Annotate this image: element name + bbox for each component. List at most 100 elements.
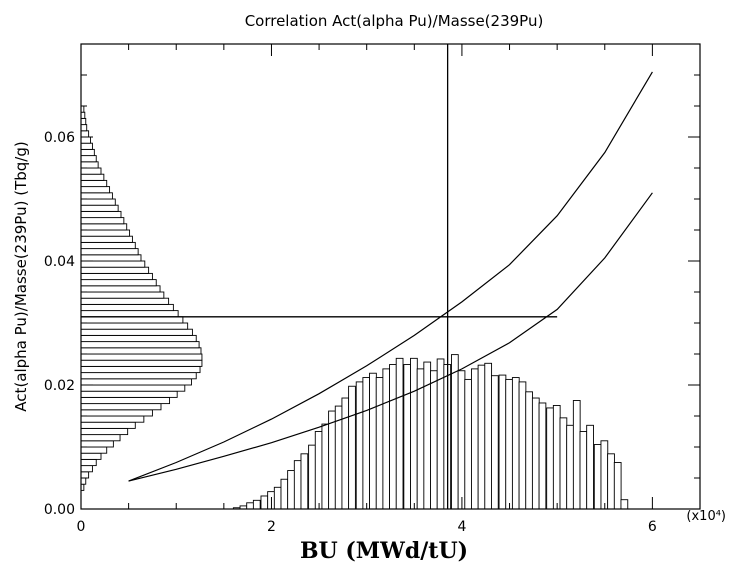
bu-histogram-bar (362, 377, 371, 510)
bu-histogram-bar (559, 417, 568, 510)
ratio-histogram-bar (80, 136, 91, 144)
bu-histogram-bar (300, 453, 309, 510)
ratio-histogram-bar (80, 434, 121, 442)
bu-histogram-bar (341, 397, 350, 510)
ratio-histogram-bar (80, 217, 125, 225)
ratio-histogram-bar (80, 297, 170, 305)
bu-histogram-bar (450, 354, 459, 510)
ratio-histogram-bar (80, 272, 153, 281)
axis-ticks: 0 2 4 6 0.00 0.02 0.04 0.06 (44, 43, 701, 535)
bu-histogram-bar (328, 410, 336, 510)
ratio-histogram-bar (80, 452, 102, 460)
ratio-histogram-bar (80, 148, 95, 157)
ratio-histogram-bar (80, 161, 99, 169)
ratio-histogram-bar (80, 365, 201, 374)
ratio-histogram-bar (80, 303, 174, 312)
bu-histogram-bar (395, 357, 404, 510)
ratio-histogram-bar (80, 179, 108, 188)
ratio-histogram-bar (80, 266, 150, 274)
ratio-histogram-bar (80, 440, 114, 448)
bu-histogram-bar (572, 400, 581, 510)
ratio-histogram-bar (80, 415, 145, 423)
bu-histogram-bar (518, 381, 527, 510)
ratio-histogram-bar (80, 279, 157, 287)
ratio-histogram-bar (80, 229, 131, 237)
ratio-histogram-bar (80, 334, 197, 343)
bu-histogram-bar (410, 357, 418, 510)
bu-histogram-bar (600, 440, 609, 510)
correlation-curve-2 (128, 192, 653, 482)
y-tick-label: 0.04 (44, 254, 75, 270)
ratio-histogram-bar (80, 260, 146, 268)
ratio-histogram-bar (80, 124, 88, 132)
ratio-histogram-bar (80, 235, 133, 243)
bu-histogram-bar (552, 405, 561, 510)
bu-histogram-bar (607, 453, 615, 510)
bu-histogram-bar (430, 370, 438, 510)
bu-histogram-bar (613, 462, 622, 510)
bu-histogram-bar (375, 377, 384, 510)
chart-title: Correlation Act(alpha Pu)/Masse(239Pu) (245, 12, 544, 30)
bu-histogram-bar (348, 385, 356, 510)
bu-histogram-bar (246, 502, 254, 510)
bu-histogram-bar (382, 368, 391, 510)
bu-histogram-bar (287, 470, 295, 510)
bu-histogram-bar (525, 391, 533, 510)
bu-histogram-bar (389, 364, 397, 510)
ratio-histogram-bar (80, 248, 139, 256)
bu-histogram-bar (260, 495, 269, 510)
x-tick-label: 4 (457, 519, 466, 535)
ratio-histogram-bar (80, 130, 90, 138)
bu-histogram-bar (586, 424, 594, 510)
bu-histogram-bar (321, 423, 330, 510)
ratio-histogram-bar (80, 359, 203, 367)
bu-histogram-bar (308, 444, 316, 510)
ratio-histogram-bar (80, 210, 122, 219)
ratio-histogram-bar (80, 285, 161, 293)
bu-histogram-bar (355, 381, 364, 510)
ratio-histogram-bar (80, 390, 178, 398)
ratio-histogram-bar (80, 223, 128, 231)
ratio-histogram-bar (80, 353, 203, 361)
bu-histogram-bar (369, 372, 377, 510)
ratio-histogram-bar (80, 198, 116, 206)
plot-area (80, 44, 653, 510)
bu-histogram-bar (511, 377, 520, 510)
bu-histogram-bar (470, 368, 479, 510)
ratio-histogram-bar (80, 328, 193, 336)
ratio-histogram-bar (80, 378, 192, 386)
ratio-histogram-bar (80, 316, 184, 324)
bu-histogram-bar (252, 499, 261, 510)
bu-histogram-bar (273, 486, 282, 510)
bu-histogram-bar (538, 402, 547, 510)
bu-histogram-bar (464, 378, 473, 510)
ratio-histogram-bar (80, 396, 171, 405)
ratio-histogram-bar (80, 427, 129, 436)
y-axis-label: Act(alpha Pu)/Masse(239Pu) (Tbq/g) (12, 141, 30, 411)
ratio-histogram-bar (80, 403, 162, 411)
x-axis-exponent-label: (x10⁴) (686, 509, 726, 524)
ratio-histogram-bar (80, 477, 87, 485)
bu-histogram-bar (531, 397, 540, 510)
ratio-histogram-bar (80, 241, 136, 250)
ratio-histogram-bar (80, 173, 105, 181)
ratio-histogram-bar (80, 421, 136, 429)
ratio-histogram-bar (80, 167, 102, 175)
ratio-histogram-bar (80, 384, 186, 392)
bu-histogram-bar (280, 478, 289, 510)
y-tick-label: 0.06 (44, 130, 75, 146)
bu-histogram-bar (293, 460, 302, 510)
correlation-curve-1 (128, 71, 653, 482)
bu-histogram-bar (484, 362, 493, 510)
bu-histogram-bar (314, 431, 323, 510)
ratio-histogram-bar (80, 142, 93, 150)
bu-histogram-bar (566, 424, 574, 510)
plot-frame (80, 43, 701, 510)
ratio-histogram-bar (80, 254, 142, 262)
bu-histogram-bar (436, 358, 445, 510)
bu-histogram-bar (593, 444, 602, 510)
ratio-histogram-bar (80, 347, 202, 355)
x-axis-label: BU (MWd/tU) (300, 538, 468, 564)
ratio-histogram-bar (80, 117, 87, 126)
